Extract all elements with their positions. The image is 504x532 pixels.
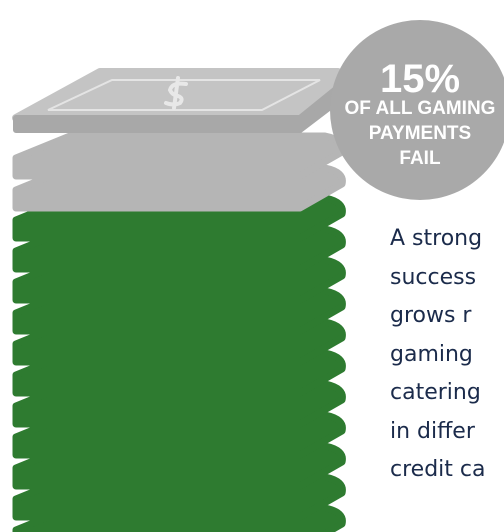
body-line: grows r: [390, 303, 472, 328]
body-text: A strong success grows r gaming catering…: [390, 220, 504, 490]
plate-stack: [12, 68, 349, 532]
bill-outline: [47, 79, 321, 111]
dollar-icon: [164, 76, 188, 110]
badge-value: 15%: [380, 57, 460, 101]
body-line: in differ: [390, 418, 475, 444]
badge-line: OF ALL GAMING: [345, 98, 496, 119]
badge-line: FAIL: [399, 148, 441, 169]
body-line: success: [390, 264, 477, 290]
body-line: credit ca: [390, 457, 486, 482]
gray-plate: [12, 132, 346, 180]
badge-line: PAYMENTS: [369, 123, 471, 144]
badge-circle: [330, 20, 504, 200]
body-line: catering: [390, 380, 481, 405]
body-line: A strong: [390, 226, 483, 251]
body-line: gaming: [390, 341, 473, 367]
